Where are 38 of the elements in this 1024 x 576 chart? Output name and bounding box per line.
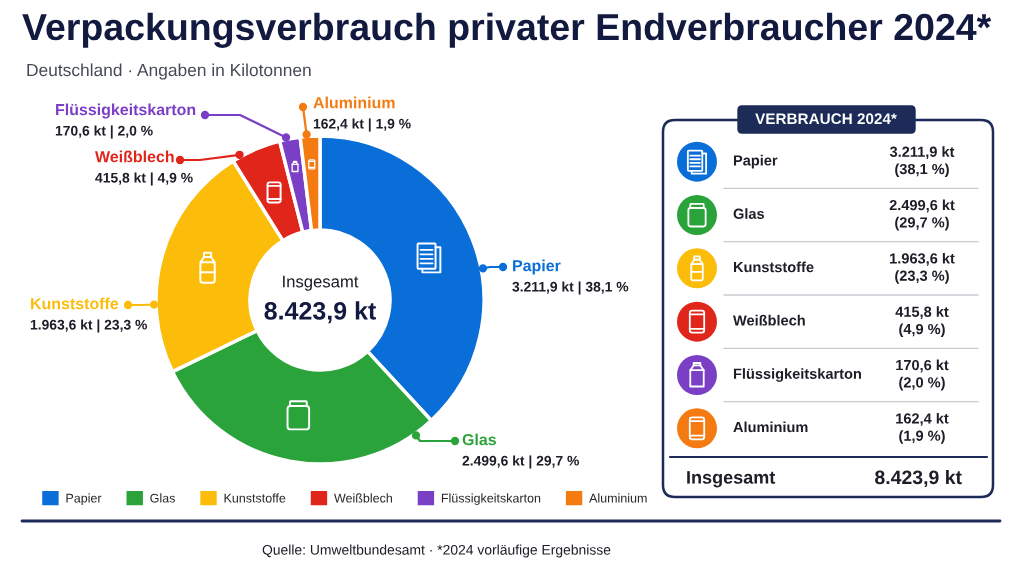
category-label: Aluminium [733,421,808,433]
data-label: 415,8 kt | 4,9 % [95,172,193,186]
text: 162,4 kt (1,9 %) [896,412,949,444]
chart-subtitle: Deutschland · Angaben in Kilotonnen [27,63,311,80]
slice-label: Weißblech [95,150,174,163]
category-label: Aluminium [589,493,647,503]
text: 8.423,9 kt [875,469,962,488]
category-label: Papier [733,154,778,169]
text: 1.963,6 kt (23,3 %) [890,252,955,284]
chart-title: Verpackungsverbrauch privater Endverbraucher 2024* [22,12,992,48]
legend-label: Papier [513,259,561,275]
text: VERBRAUCH 2024* [755,113,897,125]
data-label: 1.963,6 kt | 23,3 % [30,319,148,333]
data-label: 2.499,6 kt | 29,7 % [462,455,580,469]
text: Insgesamt [283,275,359,291]
category-label: Glas [462,433,496,446]
text: 2.499,6 kt (29,7 %) [889,199,955,231]
text: 415,8 kt (4,9 %) [895,306,949,338]
source-note: Quelle: Umweltbundesamt · *2024 vorläufige Ergebnisse [262,544,611,558]
data-label: 3.211,9 kt | 38,1 % [512,281,629,295]
legend-label: Flüssigkeitskarton [441,493,541,505]
slice-label: Kunststoffe [31,297,119,310]
text: 170,6 kt (2,0 %) [896,359,949,391]
data-label: 170,6 kt | 2,0 % [55,125,153,139]
data-label: 162,4 kt | 1,9 % [313,118,411,132]
category-label: Glas [733,208,765,219]
category-label: Weißblech [733,314,805,326]
category-label: Flüssigkeitskarton [733,368,861,382]
slice-label: Flüssigkeitskarton [56,103,196,119]
legend-label: Aluminium [313,96,395,109]
category-label: Papier [66,493,102,505]
text: 8.423,9 kt [264,301,376,324]
text: Insgesamt [687,471,776,488]
legend-label: Weißblech [334,493,392,503]
text: 3.211,9 kt (38,1 %) [889,146,955,178]
category-label: Kunststoffe [733,261,814,273]
legend-label: Glas [150,493,175,503]
legend-label: Kunststoffe [224,493,286,503]
